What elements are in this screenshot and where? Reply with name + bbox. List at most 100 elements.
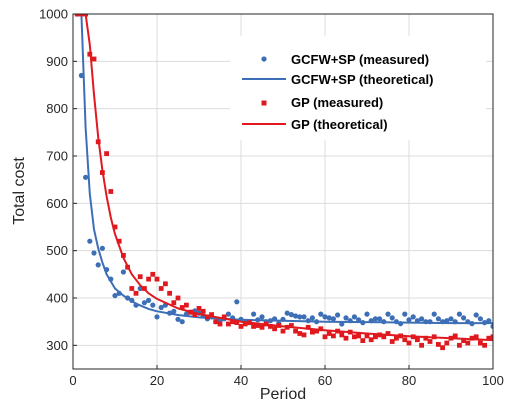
gcfw-sp-measured-point [318,311,324,317]
gp-measured-point [272,326,277,332]
gp-measured-point [373,334,378,340]
legend-label-gcfw-measured: GCFW+SP (measured) [291,52,429,67]
gcfw-sp-measured-point [431,311,437,317]
gp-measured-point [293,328,298,334]
gp-measured-point [74,14,80,17]
x-axis-label: Period [260,386,306,403]
gcfw-sp-measured-point [335,312,341,318]
gp-measured-point [301,332,307,338]
gp-measured-point [200,308,206,314]
gp-measured-point [268,324,273,329]
tick-labels: 0 20 40 60 80 100 300 400 500 600 700 800 900 1000 [39,7,504,389]
gp-measured-point [352,334,357,340]
x-tick-label: 40 [234,373,248,388]
gcfw-sp-measured-point [406,317,412,323]
gp-measured-point [104,151,109,156]
gcfw-sp-measured-point [158,304,164,311]
gp-measured-point [457,342,462,348]
legend-background [230,36,486,140]
gp-measured-point [461,338,466,343]
gcfw-sp-measured-point [87,238,93,244]
gcfw-sp-measured-point [389,315,395,321]
gp-measured-point [154,276,160,282]
gp-theoretical-line [84,14,493,342]
gp-measured-point [331,333,336,339]
gp-measured-point [238,324,244,329]
gcfw-sp-measured-point [141,300,147,306]
gcfw-sp-measured-point [150,302,156,308]
gp-measured-point [137,274,143,280]
gp-measured-point [163,281,168,287]
gcfw-sp-measured-point [179,319,185,325]
gp-measured-point [255,323,261,328]
x-tick-label: 100 [482,373,504,388]
gcfw-sp-measured-point [309,315,315,321]
gp-measured-point [482,342,487,348]
gp-measured-point [406,340,412,346]
gp-measured-point [473,334,479,340]
gp-measured-point [158,286,164,291]
gcfw-sp-measured-point [456,311,462,317]
gp-measured-point [444,340,450,346]
gcfw-sp-measured-point [251,311,257,317]
gcfw-sp-measured-point [284,310,290,316]
gp-measured-point [289,323,294,328]
gp-measured-point [486,335,492,341]
y-tick-label: 600 [46,196,68,211]
legend-label-gp-theoretical: GP (theoretical) [291,117,388,132]
gcfw-sp-measured-point [330,316,336,322]
gcfw-sp-measured-point [490,323,493,329]
gp-measured-point [436,342,441,347]
gcfw-sp-measured-point [402,311,408,317]
series-group [74,14,493,351]
gp-measured-point [196,306,202,311]
gcfw-sp-measured-point [225,311,231,317]
gcfw-sp-measured-point [444,318,450,324]
x-tick-label: 80 [402,373,416,388]
gcfw-sp-measured-point [91,250,97,256]
gp-measured-point [465,340,471,346]
gp-measured-point [179,305,185,310]
gp-measured-point [415,337,420,343]
gcfw-sp-measured-point [410,314,416,320]
gp-measured-point [213,319,219,325]
x-tick-label: 20 [150,373,164,388]
gp-measured-point [364,333,370,339]
legend: GCFW+SP (measured) GCFW+SP (theoretical)… [230,36,486,140]
gp-measured-point [343,335,349,341]
gp-measured-point [419,342,424,348]
gp-measured-point [385,331,391,336]
y-tick-label: 1000 [39,7,68,22]
gp-measured-point [389,339,395,344]
gp-measured-point [326,331,332,336]
gcfw-sp-measured-point [343,315,349,321]
legend-marker-gcfw-measured [261,56,267,62]
gp-measured-point [242,321,248,327]
gp-measured-point [490,334,493,340]
gp-measured-point [314,328,319,334]
gcfw-sp-measured-point [293,313,299,319]
gp-measured-point [150,271,156,277]
gp-measured-point [259,324,265,330]
y-tick-label: 400 [46,291,68,306]
gp-measured-point [221,314,227,320]
gcfw-sp-measured-point [461,315,467,321]
gp-measured-point [381,334,387,340]
gp-measured-point [339,332,345,338]
gp-measured-point [133,290,139,296]
gp-measured-point [79,14,84,17]
gp-measured-point [360,338,366,343]
gp-measured-point [91,56,97,62]
gcfw-sp-measured-point [435,316,441,322]
gcfw-sp-theoretical-line [80,14,493,325]
gp-measured-point [305,324,311,330]
gp-measured-point [205,314,210,320]
x-tick-label: 60 [318,373,332,388]
gp-measured-point [478,340,483,346]
gp-measured-point [251,324,256,329]
gp-measured-point [108,189,114,194]
gcfw-sp-measured-point [448,316,454,322]
gp-measured-point [230,319,235,325]
gp-measured-point [192,312,198,317]
